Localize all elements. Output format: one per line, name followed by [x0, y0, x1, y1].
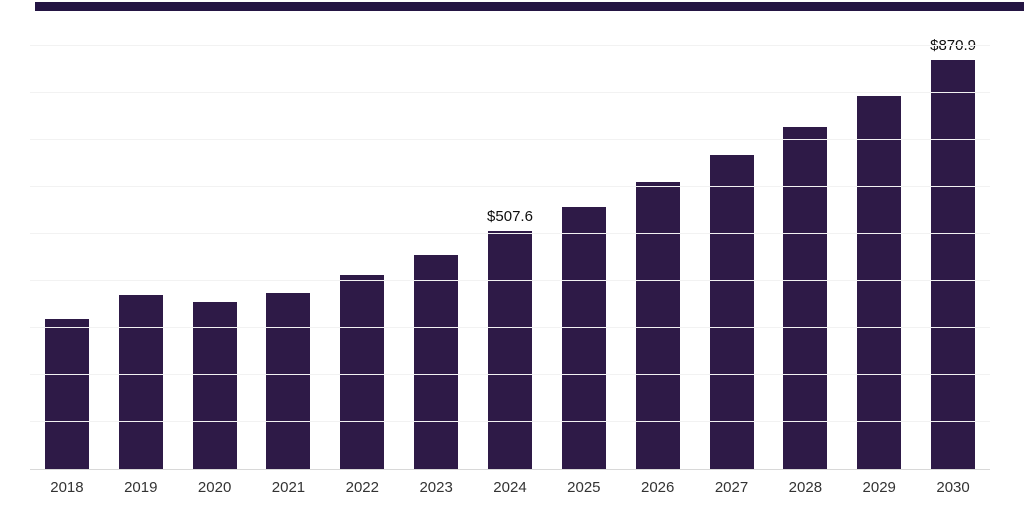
gridline — [30, 374, 990, 376]
bar-2029 — [857, 95, 902, 469]
gridline — [30, 327, 990, 329]
gridline — [30, 421, 990, 423]
x-axis-label-2021: 2021 — [271, 479, 306, 496]
x-axis-label-2030: 2030 — [936, 479, 970, 496]
bar-slot — [547, 18, 621, 469]
gridline — [30, 139, 990, 141]
bar-slot — [695, 18, 769, 469]
bar-2025 — [561, 206, 606, 469]
bar-slot — [30, 18, 104, 469]
x-axis-label-2028: 2028 — [788, 479, 823, 496]
bar-slot — [104, 18, 178, 469]
bar-2021 — [266, 293, 311, 469]
bar-2028 — [783, 126, 828, 469]
bar-2020 — [192, 302, 237, 469]
bar-slot — [325, 18, 399, 469]
x-axis-label-2025: 2025 — [567, 479, 601, 496]
gridline — [30, 233, 990, 235]
bar-2024: $507.6 — [487, 208, 533, 469]
bar-slot — [768, 18, 842, 469]
bar-2023 — [414, 254, 459, 469]
bar-2027 — [709, 154, 754, 469]
header-strip — [35, 2, 1024, 11]
x-axis-label-2022: 2022 — [345, 479, 379, 496]
bar-slot — [842, 18, 916, 469]
bar-2026 — [635, 181, 680, 469]
plot-area: $507.6 $870.9 — [30, 18, 990, 470]
x-axis-label-2020: 2020 — [197, 479, 232, 496]
bar-2018 — [44, 319, 89, 469]
x-axis-label-2018: 2018 — [50, 479, 84, 496]
bar-slot: $870.9 — [916, 18, 990, 469]
bar-2030: $870.9 — [930, 37, 976, 469]
gridline — [30, 280, 990, 282]
gridline — [30, 45, 990, 47]
bar-slot — [252, 18, 326, 469]
gridline — [30, 92, 990, 94]
x-axis-label-2027: 2027 — [714, 479, 749, 496]
bar-slot — [399, 18, 473, 469]
bar-slot: $507.6 — [473, 18, 547, 469]
bar-slot — [178, 18, 252, 469]
x-axis-label-2019: 2019 — [124, 479, 158, 496]
x-axis-labels: 2018 2019 2020 2021 2022 2023 2024 2025 2026 2027… — [30, 470, 990, 512]
x-axis-label-2029: 2029 — [862, 479, 896, 496]
x-axis-label-2026: 2026 — [640, 479, 675, 496]
gridline — [30, 186, 990, 188]
x-axis-label-2024: 2024 — [493, 479, 527, 496]
bars-layer: $507.6 $870.9 — [30, 18, 990, 469]
data-label-2024: $507.6 — [487, 207, 533, 225]
bar-2019 — [118, 295, 163, 469]
bar-2022 — [340, 275, 385, 469]
bar-slot — [621, 18, 695, 469]
x-axis-label-2023: 2023 — [419, 479, 453, 496]
